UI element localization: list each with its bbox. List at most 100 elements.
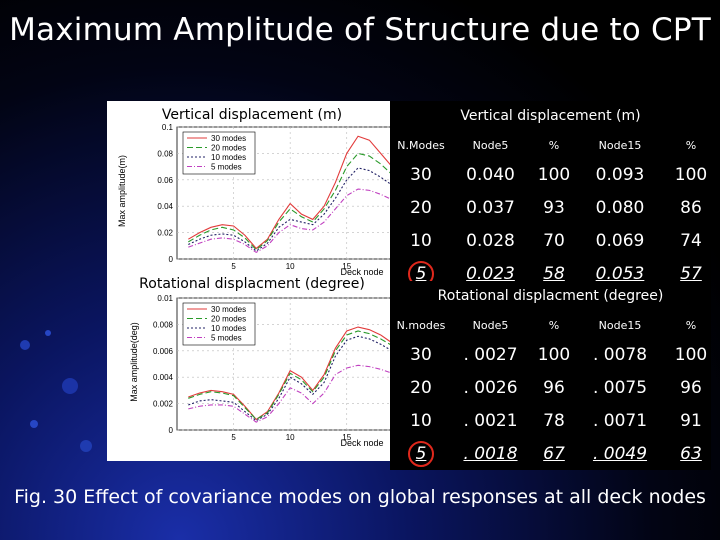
table-cell: . 0071	[592, 410, 648, 431]
column-header: %	[685, 138, 697, 152]
y-tick-label: 0.01	[157, 294, 173, 303]
series-line-5-modes	[188, 364, 393, 423]
legend-item-label: 5 modes	[211, 334, 242, 343]
table-cell: 10	[410, 230, 432, 251]
y-tick-label: 0.04	[157, 202, 173, 211]
rotational-panel-label: Rotational displacment (degree)	[139, 276, 365, 292]
table-cell: . 0075	[592, 377, 648, 398]
column-header: %	[548, 318, 560, 332]
vertical-panel-label: Vertical displacement (m)	[161, 107, 343, 123]
table-cell: . 0018	[463, 443, 518, 464]
table-cell: 20	[410, 377, 432, 398]
table-cell: 0.093	[595, 164, 645, 185]
legend-item-label: 20 modes	[211, 315, 246, 324]
y-tick-label: 0.08	[157, 149, 173, 158]
legend-item-label: 5 modes	[211, 163, 242, 172]
table-cell-circled: 5	[390, 437, 452, 470]
table-cell: . 0049	[592, 443, 648, 464]
legend-item-label: 30 modes	[211, 305, 246, 314]
decor-bubble	[80, 440, 92, 452]
y-tick-label: 0.06	[157, 176, 173, 185]
y-tick-label: 0.1	[162, 123, 174, 132]
table-cell: 0.080	[595, 197, 645, 218]
highlight-circle: 5	[408, 440, 434, 467]
table-cell: 57	[680, 263, 702, 284]
x-tick-label: 10	[286, 262, 295, 271]
table-row-highlighted: 5 . 0018 67 . 0049 63	[390, 437, 720, 470]
table-cell: 70	[543, 230, 565, 251]
figure-panel: Vertical displacement (m) Max amplitude(…	[107, 101, 711, 470]
table-cell: . 0027	[463, 344, 518, 365]
table-cell: 100	[537, 164, 571, 185]
table-row: 30 0.040 100 0.093 100	[390, 158, 720, 191]
table-cell: 91	[680, 410, 702, 431]
y-tick-label: 0.008	[153, 320, 174, 329]
column-header: Node5	[472, 138, 509, 152]
table-cell: 58	[543, 263, 565, 284]
series-line-10-modes	[188, 335, 393, 422]
table-row: 10 0.028 70 0.069 74	[390, 224, 720, 257]
table-cell: . 0021	[463, 410, 518, 431]
table-cell: 96	[680, 377, 702, 398]
table-cell: 30	[410, 164, 432, 185]
column-header: Node5	[472, 318, 509, 332]
column-header: N.modes	[396, 318, 446, 332]
column-header: N.Modes	[397, 138, 445, 152]
y-axis-label: Max amplitude(deg)	[129, 322, 139, 402]
x-axis-label: Deck node	[340, 438, 383, 448]
legend-item-label: 10 modes	[211, 324, 246, 333]
legend-item-label: 20 modes	[211, 144, 246, 153]
y-tick-label: 0	[169, 426, 174, 435]
table-cell: 100	[537, 344, 571, 365]
table-header-row: N.modes Node5 % Node15 %	[390, 312, 720, 338]
y-tick-label: 0.02	[157, 229, 173, 238]
table-cell: . 0078	[592, 344, 648, 365]
y-tick-label: 0	[169, 255, 174, 264]
legend-item-label: 10 modes	[211, 153, 246, 162]
vertical-displacement-table: Vertical displacement (m) N.Modes Node5 …	[390, 101, 711, 290]
x-tick-label: 5	[231, 433, 236, 442]
y-axis-label: Max amplitude(m)	[117, 155, 127, 227]
series-line-20-modes	[188, 152, 393, 251]
table-cell: 0.028	[466, 230, 515, 251]
table-cell: . 0026	[463, 377, 518, 398]
vertical-displacement-chart: Max amplitude(m) Deck node 0 0.02 0.04 0.06…	[117, 123, 393, 277]
table-cell: 0.023	[466, 263, 515, 284]
table-cell: 100	[674, 164, 708, 185]
legend-item-label: 30 modes	[211, 134, 246, 143]
table-row: 10 . 0021 78 . 0071 91	[390, 404, 720, 437]
table-cell: 93	[543, 197, 565, 218]
y-tick-label: 0.006	[153, 347, 174, 356]
table-cell: 78	[543, 410, 565, 431]
x-axis-label: Deck node	[340, 267, 383, 277]
y-tick-label: 0.004	[153, 373, 174, 382]
table-header-row: N.Modes Node5 % Node15 %	[390, 132, 720, 158]
table-cell: 0.069	[595, 230, 645, 251]
series-line-20-modes	[188, 330, 393, 421]
x-tick-label: 5	[231, 262, 236, 271]
decor-bubble	[20, 340, 30, 350]
table-cell: 10	[410, 410, 432, 431]
slide-title: Maximum Amplitude of Structure due to CP…	[9, 12, 711, 48]
table-cell: 0.040	[466, 164, 515, 185]
series-line-5-modes	[188, 188, 393, 254]
table-cell: 20	[410, 197, 432, 218]
table-cell: 30	[410, 344, 432, 365]
table-row: 30 . 0027 100 . 0078 100	[390, 338, 720, 371]
decor-bubble	[62, 378, 78, 394]
x-tick-label: 10	[286, 433, 295, 442]
table-cell: 96	[543, 377, 565, 398]
column-header: Node15	[598, 318, 642, 332]
table-cell: 0.053	[595, 263, 645, 284]
table-row: 20 0.037 93 0.080 86	[390, 191, 720, 224]
rotational-displacement-chart: Max amplitude(deg) Deck node 0 0.002 0.004…	[129, 294, 393, 448]
table-cell: 67	[543, 443, 565, 464]
x-tick-label: 15	[342, 433, 351, 442]
decor-bubble	[45, 330, 51, 336]
table-cell: 63	[680, 443, 702, 464]
series-line-30-modes	[188, 135, 393, 250]
table-cell: 86	[680, 197, 702, 218]
table-title: Vertical displacement (m)	[460, 108, 641, 124]
table-row: 20 . 0026 96 . 0075 96	[390, 371, 720, 404]
